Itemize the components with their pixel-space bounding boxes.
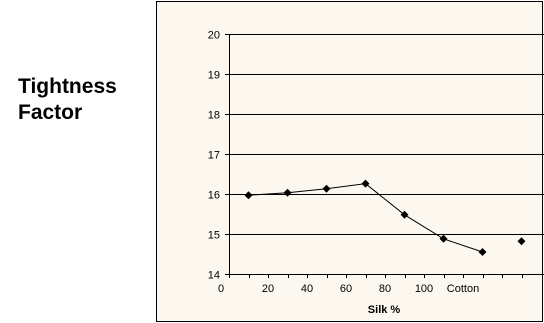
y-tick-labels: 14 15 16 17 18 19 20 bbox=[208, 30, 220, 282]
x-tick-label-3: 60 bbox=[340, 283, 352, 295]
data-point-0-4 bbox=[400, 210, 409, 219]
x-tick-label-6: Cotton bbox=[447, 283, 479, 295]
data-point-0-1 bbox=[283, 188, 292, 197]
y-tick-label-17: 17 bbox=[208, 150, 220, 162]
x-tick-label-4: 80 bbox=[379, 283, 391, 295]
data-point-0-5 bbox=[439, 234, 448, 243]
x-tick-label-1: 20 bbox=[262, 283, 274, 295]
y-axis-title-line-2: Factor bbox=[18, 101, 83, 124]
x-tick-label-2: 40 bbox=[301, 283, 313, 295]
x-tick-labels: 0 20 40 60 80 100 Cotton bbox=[218, 283, 479, 295]
data-point-0-2 bbox=[322, 184, 331, 193]
data-point-0-3 bbox=[361, 179, 370, 188]
y-axis-title-line-1: Tightness bbox=[18, 75, 117, 98]
y-axis-title: Tightness Factor bbox=[0, 74, 150, 126]
chart-area bbox=[156, 1, 543, 322]
y-tick-label-19: 19 bbox=[208, 70, 220, 82]
data-point-0-6 bbox=[478, 248, 487, 256]
x-tick-label-5: 100 bbox=[415, 283, 433, 295]
y-tick-label-16: 16 bbox=[208, 190, 220, 202]
data-points bbox=[244, 179, 526, 256]
y-tick-label-15: 15 bbox=[208, 230, 220, 242]
data-point-1-0 bbox=[517, 237, 526, 246]
data-point-0-0 bbox=[244, 191, 253, 200]
axes bbox=[225, 34, 544, 278]
x-axis-title: Silk % bbox=[368, 304, 401, 316]
x-tick-label-0: 0 bbox=[218, 283, 224, 295]
y-tick-label-20: 20 bbox=[208, 30, 220, 42]
y-tick-label-18: 18 bbox=[208, 110, 220, 122]
y-tick-label-14: 14 bbox=[208, 270, 220, 282]
